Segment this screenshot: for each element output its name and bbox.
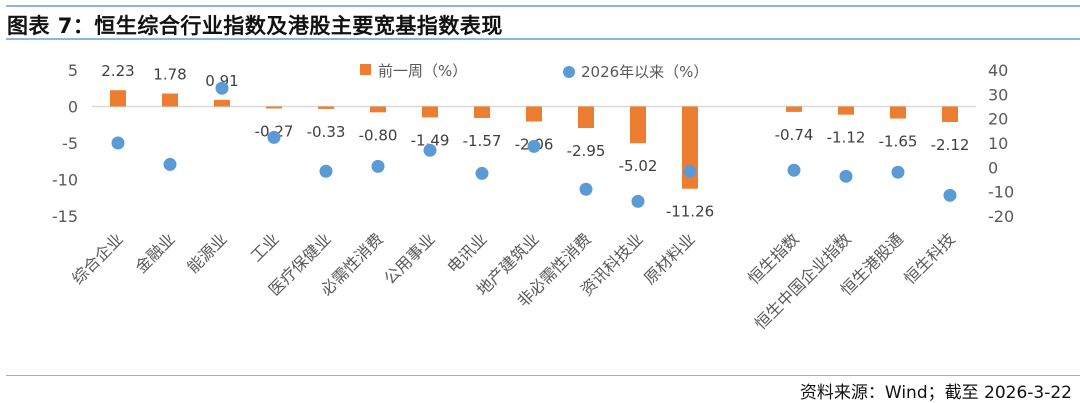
right-axis-tick: 10 [988, 134, 1008, 153]
legend-bar-swatch [360, 64, 371, 75]
category-label: 金融业 [131, 229, 178, 276]
footer-rule [6, 375, 1080, 376]
scatter-point [423, 143, 437, 157]
category-label: 恒生中国企业指数 [751, 229, 855, 333]
bar [370, 106, 386, 113]
scatter-point [891, 165, 905, 179]
bar [162, 93, 178, 107]
bar-data-label: -0.33 [307, 123, 346, 141]
legend-dot-swatch [563, 66, 575, 78]
scatter-point [683, 164, 697, 178]
right-axis-tick: -20 [988, 207, 1014, 226]
bar-data-label: -1.49 [411, 131, 450, 149]
bar-data-label: -2.95 [567, 142, 606, 160]
bar [422, 106, 438, 118]
scatter-point [215, 81, 229, 95]
bar [474, 106, 490, 118]
left-axis-tick: -15 [52, 207, 78, 226]
scatter-point [319, 164, 333, 178]
chart: 5 0 -5 -10 -15 40 30 20 10 0 -10 -20 2.23 综合企业 1.78 金融业… [52, 61, 1014, 333]
bar [630, 106, 646, 144]
left-axis-tick: 0 [68, 98, 78, 117]
legend-dot-label: 2026年以来（%） [581, 63, 708, 81]
bar [838, 106, 854, 115]
left-axis-tick: -5 [62, 134, 78, 153]
scatter-point [631, 194, 645, 208]
bar-data-label: -0.80 [359, 126, 398, 144]
bar [318, 106, 334, 109]
scatter-point [579, 182, 593, 196]
scatter-point [111, 136, 125, 150]
bar [786, 106, 802, 112]
top-rule [6, 5, 1080, 7]
bar [526, 106, 542, 122]
bar [890, 106, 906, 119]
category-label: 电讯业 [443, 229, 490, 276]
category-label: 工业 [247, 229, 283, 265]
scatter-point [527, 139, 541, 153]
right-axis-tick: 30 [988, 85, 1008, 104]
right-axis-tick: 0 [988, 158, 998, 177]
left-axis-tick: 5 [68, 61, 78, 80]
bar-data-label: -0.74 [775, 126, 814, 144]
scatter-point [475, 166, 489, 180]
bar-data-label: 2.23 [101, 62, 134, 80]
title-rule [6, 38, 1080, 40]
scatter-point [163, 157, 177, 171]
chart-title: 图表 7：恒生综合行业指数及港股主要宽基指数表现 [7, 14, 503, 38]
left-axis-tick: -10 [52, 171, 78, 190]
bar-data-label: 0.91 [205, 72, 238, 90]
right-axis-tick: 40 [988, 61, 1008, 80]
bar [110, 90, 126, 107]
bar [214, 99, 230, 107]
bar [266, 106, 282, 109]
category-label: 恒生科技 [900, 229, 959, 288]
category-label: 综合企业 [68, 229, 127, 288]
bar-data-label: -1.65 [879, 133, 918, 151]
right-axis-tick: -10 [988, 183, 1014, 202]
bar-data-label: -1.12 [827, 129, 866, 147]
bar-data-label: -2.12 [931, 136, 970, 154]
right-axis-tick: 20 [988, 110, 1008, 129]
bar-data-label: -1.57 [463, 132, 502, 150]
scatter-point [839, 169, 853, 183]
source-note: 资料来源：Wind；截至 2026-3-22 [799, 383, 1072, 403]
category-label: 公用事业 [380, 229, 439, 288]
scatter-point [943, 188, 957, 202]
bar-data-label: -11.26 [666, 203, 714, 221]
scatter-point [787, 163, 801, 177]
bar-data-label: 1.78 [153, 66, 186, 84]
category-label: 原材料业 [640, 229, 699, 288]
category-label: 能源业 [183, 229, 230, 276]
scatter-point [267, 130, 281, 144]
bar [942, 106, 958, 122]
bar-data-label: -5.02 [619, 157, 658, 175]
bar [578, 106, 594, 129]
scatter-point [371, 159, 385, 173]
legend-bar-label: 前一周（%） [378, 62, 467, 80]
